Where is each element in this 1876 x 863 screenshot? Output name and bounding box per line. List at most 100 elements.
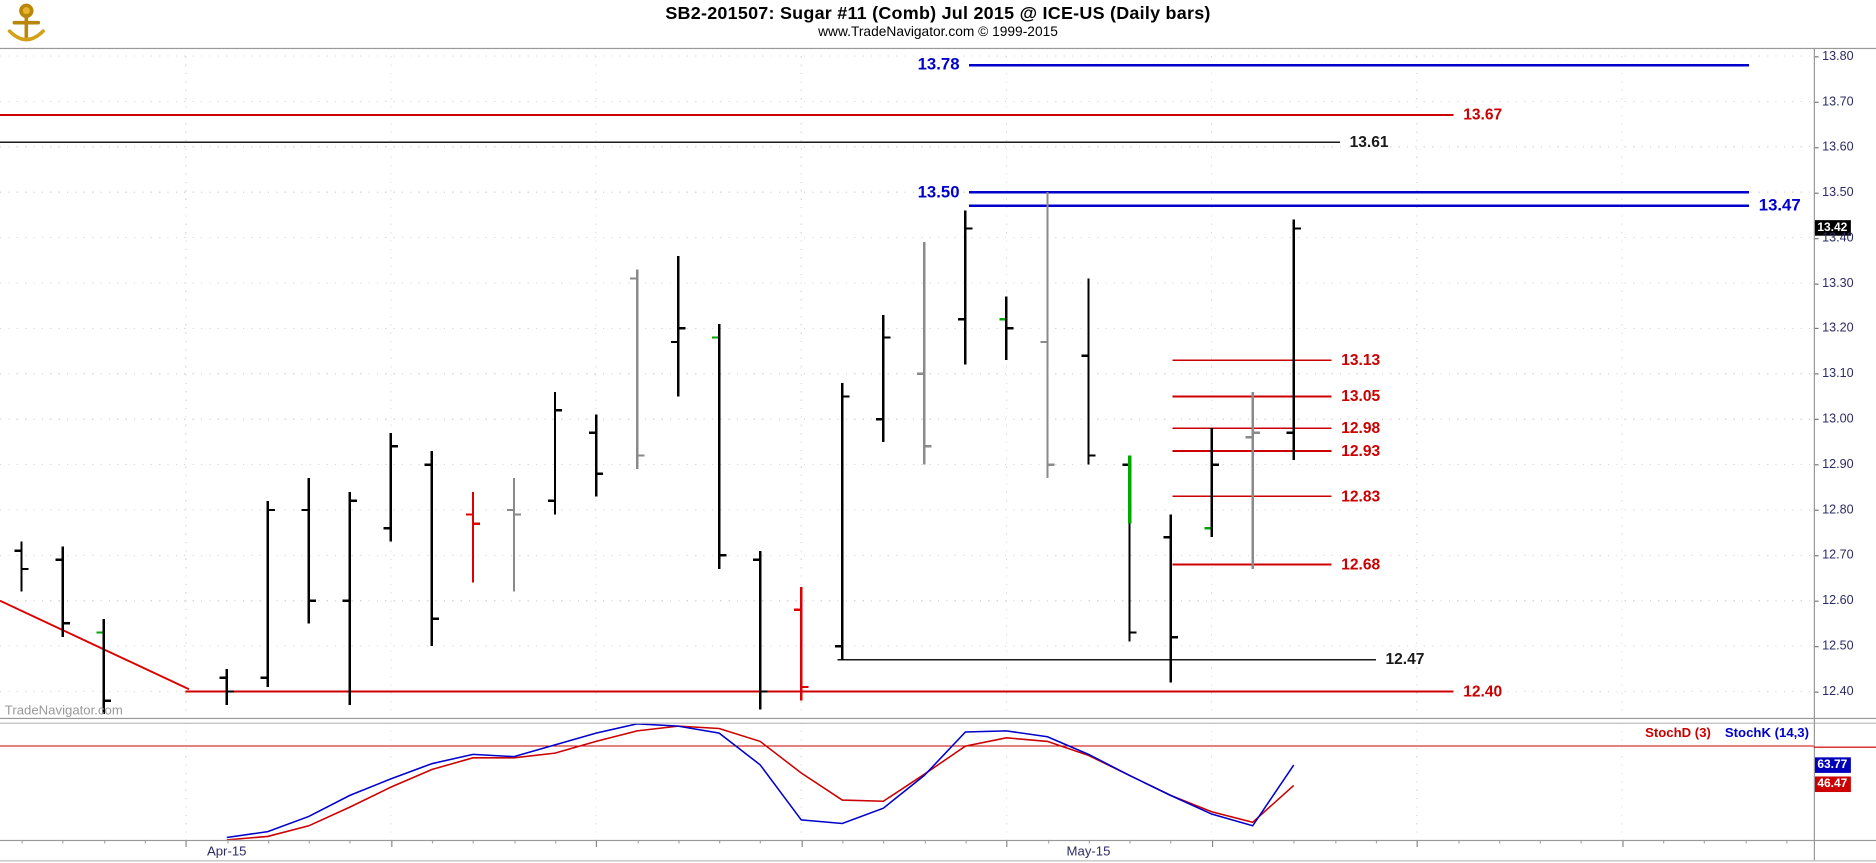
axis-separator	[1813, 47, 1815, 861]
watermark: TradeNavigator.com	[4, 703, 123, 718]
stochd-legend[interactable]: StochD (3)	[1645, 726, 1711, 741]
chart-title: SB2-201507: Sugar #11 (Comb) Jul 2015 @ …	[665, 3, 1211, 24]
bottom-border	[0, 860, 1876, 862]
stochastic-panel[interactable]: StochD (3) StochK (14,3)	[0, 722, 1814, 840]
time-tick-mark	[1047, 839, 1049, 844]
time-tick-mark	[801, 839, 803, 848]
time-tick-mark	[678, 839, 680, 844]
time-tick-mark	[144, 839, 146, 844]
time-tick-mark	[1006, 839, 1008, 848]
price-tick-label: 12.80	[1822, 502, 1854, 518]
price-tick-mark	[1813, 56, 1819, 58]
price-tick-mark	[1813, 101, 1819, 103]
price-tick-label: 13.80	[1822, 48, 1854, 64]
time-tick-mark	[1293, 839, 1295, 844]
price-tick-mark	[1813, 419, 1819, 421]
time-tick-mark	[513, 839, 516, 844]
level-label-13.05: 13.05	[1341, 386, 1381, 405]
indicator-axis: 63.77 46.47	[1814, 0, 1876, 863]
time-tick-mark	[185, 839, 187, 848]
time-tick-mark	[21, 839, 23, 844]
chart-subtitle: www.TradeNavigator.com © 1999-2015	[818, 25, 1058, 40]
time-tick-mark	[308, 839, 310, 844]
price-tick-mark	[1813, 373, 1819, 375]
price-tick-label: 12.40	[1822, 684, 1854, 699]
level-label-13.61: 13.61	[1349, 132, 1389, 151]
stochk-legend[interactable]: StochK (14,3)	[1724, 726, 1809, 741]
price-tick-mark	[1813, 146, 1819, 149]
down-trendline[interactable]	[0, 599, 190, 691]
time-tick-mark	[1334, 839, 1336, 844]
price-tick-label: 13.70	[1822, 94, 1854, 109]
trade-navigator-logo-icon	[4, 1, 49, 46]
time-tick-mark	[1704, 839, 1706, 844]
time-tick-mark	[760, 839, 762, 844]
time-tick-mark	[1375, 839, 1377, 844]
price-tick-label: 12.70	[1822, 548, 1854, 563]
time-axis[interactable]: Apr-15 May-15	[0, 839, 1876, 863]
time-tick-mark	[924, 839, 926, 844]
stochd-line	[226, 725, 1295, 840]
level-label-12.83: 12.83	[1341, 486, 1381, 505]
time-tick-mark	[842, 839, 844, 844]
price-tick-label: 13.50	[1822, 185, 1854, 200]
time-tick-mark	[1170, 839, 1172, 844]
level-label-13.78: 13.78	[917, 54, 960, 74]
price-tick-mark	[1813, 600, 1819, 602]
time-tick-mark	[62, 839, 64, 844]
price-tick-mark	[1813, 646, 1819, 648]
price-tick-mark	[1813, 237, 1819, 239]
time-tick-mark	[965, 839, 967, 844]
price-tick-mark	[1813, 555, 1819, 557]
level-label-12.98: 12.98	[1341, 418, 1381, 437]
price-chart-canvas[interactable]	[0, 47, 1814, 718]
level-label-12.47: 12.47	[1385, 650, 1425, 669]
time-tick-mark	[1211, 839, 1213, 848]
level-label-13.50: 13.50	[917, 181, 960, 201]
price-chart-panel[interactable]: TradeNavigator.com 13.78 13.67 13.61 13.50 1…	[0, 47, 1814, 718]
level-label-12.40: 12.40	[1463, 681, 1503, 700]
time-tick-mark	[349, 839, 352, 844]
level-label-13.67: 13.67	[1463, 105, 1503, 124]
price-tick-label: 13.20	[1822, 321, 1854, 336]
panel-separator-bottom	[0, 722, 1876, 724]
time-tick-mark	[1129, 839, 1131, 844]
header-separator	[0, 47, 1876, 50]
stochastic-canvas[interactable]	[0, 722, 1814, 840]
stochk-line	[226, 723, 1295, 839]
price-tick-mark	[1813, 691, 1819, 693]
price-axis[interactable]: 13.42 13.80 13.70 13.60 13.50 13.40 13.30 13.2…	[1813, 0, 1876, 863]
price-tick-mark	[1813, 509, 1819, 512]
price-tick-label: 13.40	[1822, 230, 1854, 245]
price-tick-label: 12.60	[1822, 593, 1854, 608]
time-axis-label-Apr-15: Apr-15	[206, 844, 247, 860]
level-label-13.47: 13.47	[1758, 195, 1801, 215]
time-tick-mark	[1457, 839, 1460, 844]
overbought-line-extension	[1813, 746, 1876, 748]
price-tick-mark	[1813, 282, 1819, 285]
price-tick-label: 12.90	[1822, 457, 1854, 472]
price-tick-mark	[1813, 328, 1819, 330]
stochd-value-badge: 46.47	[1814, 777, 1851, 793]
time-tick-mark	[719, 839, 721, 844]
price-tick-label: 13.00	[1822, 411, 1854, 427]
level-label-12.68: 12.68	[1341, 554, 1381, 573]
time-tick-mark	[103, 839, 105, 844]
chart-header: SB2-201507: Sugar #11 (Comb) Jul 2015 @ …	[0, 0, 1876, 48]
price-tick-label: 13.60	[1822, 139, 1854, 154]
stochk-value-badge: 63.77	[1814, 756, 1851, 773]
time-tick-mark	[1088, 839, 1090, 844]
time-tick-mark	[596, 839, 598, 848]
time-tick-mark	[1621, 839, 1624, 848]
price-tick-label: 13.30	[1822, 275, 1854, 291]
price-tick-label: 12.50	[1822, 638, 1854, 654]
time-tick-mark	[390, 839, 393, 848]
time-tick-mark	[555, 839, 557, 844]
time-axis-label-May-15: May-15	[1066, 844, 1111, 860]
price-tick-mark	[1813, 192, 1819, 194]
time-tick-mark	[1539, 839, 1542, 844]
price-tick-label: 13.10	[1822, 366, 1854, 381]
time-tick-mark	[226, 839, 228, 844]
time-tick-mark	[1745, 839, 1747, 844]
